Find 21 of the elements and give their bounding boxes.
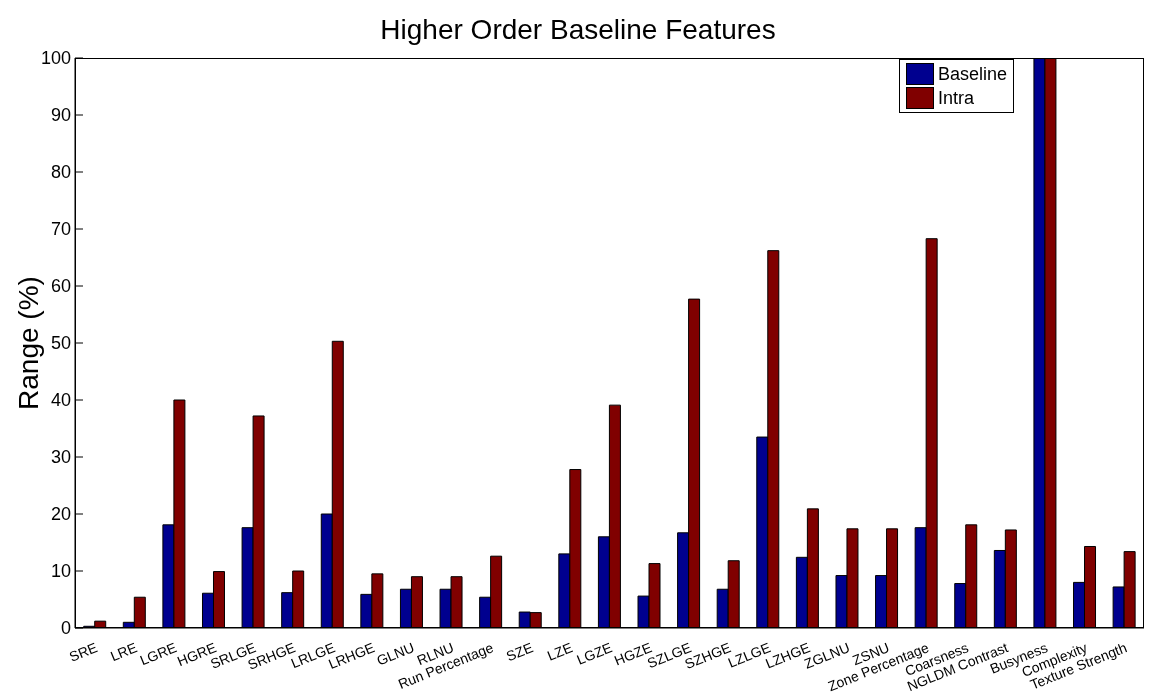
y-tick-label: 50 xyxy=(50,333,71,354)
x-tick-label: LRE xyxy=(108,639,140,665)
y-tick-label: 70 xyxy=(50,219,71,240)
chart-title: Higher Order Baseline Features xyxy=(379,14,777,46)
y-tick-label: 100 xyxy=(40,48,71,69)
y-axis-title: Range (%) xyxy=(12,276,44,410)
x-tick-label: LZE xyxy=(544,639,575,664)
y-tick-label: 90 xyxy=(50,105,71,126)
x-tick-label: LGZE xyxy=(574,639,615,668)
y-tick-label: 10 xyxy=(50,561,71,582)
legend-label: Intra xyxy=(937,87,974,109)
y-tick-label: 40 xyxy=(50,390,71,411)
x-tick-label: GLNU xyxy=(374,639,417,669)
y-tick-label: 20 xyxy=(50,504,71,525)
x-tick-label: SZE xyxy=(503,639,536,665)
y-tick-label: 80 xyxy=(50,162,71,183)
y-tick-label: 0 xyxy=(60,618,71,639)
legend-label: Baseline xyxy=(937,63,1007,85)
y-tick-label: 30 xyxy=(50,447,71,468)
y-tick-label: 60 xyxy=(50,276,71,297)
x-tick-label: SRE xyxy=(66,639,100,665)
